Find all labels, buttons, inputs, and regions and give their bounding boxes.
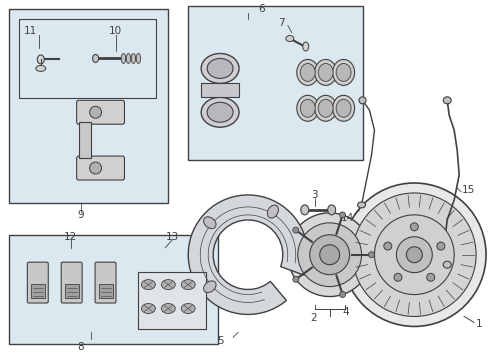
Text: 2: 2 — [311, 314, 317, 324]
Bar — [19, 19, 156, 98]
Ellipse shape — [142, 280, 155, 289]
Ellipse shape — [93, 54, 98, 62]
Ellipse shape — [37, 55, 44, 64]
Circle shape — [340, 292, 345, 297]
Circle shape — [90, 162, 101, 174]
Ellipse shape — [207, 102, 233, 122]
Text: 14: 14 — [341, 213, 354, 223]
FancyBboxPatch shape — [27, 262, 48, 303]
Ellipse shape — [301, 205, 309, 215]
Text: 11: 11 — [24, 26, 37, 36]
Text: 5: 5 — [217, 336, 223, 346]
Ellipse shape — [161, 303, 175, 314]
Ellipse shape — [315, 95, 337, 121]
FancyBboxPatch shape — [61, 262, 82, 303]
Text: 13: 13 — [166, 232, 179, 242]
Bar — [138, 272, 206, 329]
Text: 10: 10 — [109, 26, 122, 36]
Ellipse shape — [336, 63, 351, 81]
Ellipse shape — [443, 261, 451, 268]
Ellipse shape — [142, 303, 155, 314]
Circle shape — [340, 212, 345, 218]
Bar — [78, 122, 91, 158]
Ellipse shape — [201, 97, 239, 127]
Text: 6: 6 — [259, 4, 265, 14]
Bar — [9, 9, 168, 203]
Bar — [98, 284, 113, 298]
Circle shape — [353, 193, 476, 316]
Ellipse shape — [303, 42, 309, 51]
Text: 1: 1 — [476, 319, 483, 329]
Ellipse shape — [318, 99, 333, 117]
Text: 12: 12 — [64, 232, 77, 242]
Bar — [31, 284, 45, 298]
Text: 4: 4 — [343, 307, 349, 318]
FancyBboxPatch shape — [76, 100, 124, 124]
Circle shape — [310, 235, 349, 275]
Circle shape — [410, 223, 418, 231]
Text: 15: 15 — [462, 185, 475, 195]
Ellipse shape — [204, 217, 216, 229]
Circle shape — [406, 247, 422, 263]
Ellipse shape — [300, 99, 315, 117]
Ellipse shape — [181, 303, 195, 314]
Ellipse shape — [359, 97, 366, 104]
Bar — [65, 284, 78, 298]
Circle shape — [437, 242, 445, 250]
Ellipse shape — [286, 36, 294, 41]
Text: 9: 9 — [77, 210, 84, 220]
FancyBboxPatch shape — [95, 262, 116, 303]
Ellipse shape — [443, 97, 451, 104]
Ellipse shape — [136, 54, 141, 63]
Ellipse shape — [204, 281, 216, 293]
Circle shape — [288, 213, 371, 297]
FancyBboxPatch shape — [201, 84, 239, 97]
Ellipse shape — [328, 205, 336, 215]
Ellipse shape — [297, 95, 318, 121]
Circle shape — [293, 227, 299, 233]
Ellipse shape — [201, 54, 239, 84]
Circle shape — [368, 252, 374, 258]
Circle shape — [396, 237, 432, 273]
FancyBboxPatch shape — [76, 156, 124, 180]
Ellipse shape — [315, 59, 337, 85]
Ellipse shape — [333, 95, 355, 121]
Circle shape — [427, 273, 435, 281]
Bar — [188, 6, 363, 160]
Ellipse shape — [161, 280, 175, 289]
Ellipse shape — [36, 66, 46, 71]
Ellipse shape — [207, 58, 233, 78]
Ellipse shape — [121, 54, 126, 63]
Circle shape — [384, 242, 392, 250]
Circle shape — [298, 223, 362, 287]
Bar — [9, 235, 218, 345]
Circle shape — [90, 106, 101, 118]
Ellipse shape — [126, 54, 131, 63]
Circle shape — [293, 276, 299, 282]
Ellipse shape — [300, 63, 315, 81]
Polygon shape — [188, 195, 308, 315]
Circle shape — [319, 245, 340, 265]
Circle shape — [394, 273, 402, 281]
Text: 3: 3 — [312, 190, 318, 200]
Ellipse shape — [358, 202, 366, 208]
Circle shape — [374, 215, 454, 294]
Circle shape — [343, 183, 486, 327]
Ellipse shape — [181, 280, 195, 289]
Ellipse shape — [131, 54, 136, 63]
Ellipse shape — [318, 63, 333, 81]
Text: 8: 8 — [77, 342, 84, 352]
Ellipse shape — [333, 59, 355, 85]
Text: 7: 7 — [278, 18, 285, 28]
Ellipse shape — [297, 59, 318, 85]
Ellipse shape — [336, 99, 351, 117]
Ellipse shape — [268, 205, 278, 218]
